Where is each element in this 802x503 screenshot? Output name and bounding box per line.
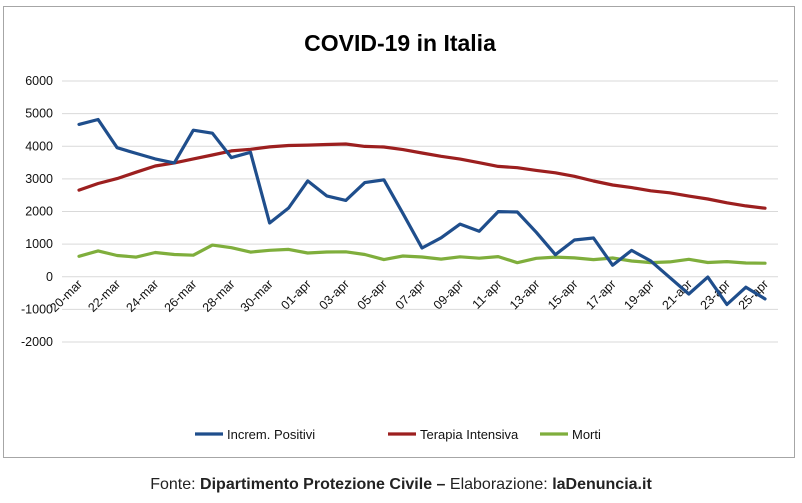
legend-entry: Terapia Intensiva <box>420 427 519 442</box>
y-tick-label: 1000 <box>25 237 53 251</box>
source-note: Fonte: Dipartimento Protezione Civile – … <box>0 476 802 494</box>
y-tick-label: 3000 <box>25 172 53 186</box>
source-org: Dipartimento Protezione Civile <box>200 476 433 493</box>
legend-entry: Morti <box>572 427 601 442</box>
x-tick-label: 13-apr <box>507 277 542 312</box>
x-tick-label: 03-apr <box>316 277 351 312</box>
y-tick-label: -2000 <box>21 335 53 349</box>
x-tick-label: 15-apr <box>545 277 580 312</box>
x-tick-label: 09-apr <box>431 277 466 312</box>
series-lines <box>77 117 767 307</box>
y-tick-label: 4000 <box>25 139 53 153</box>
source-site: laDenuncia.it <box>552 476 652 493</box>
x-tick-label: 07-apr <box>393 277 428 312</box>
x-tick-label: 05-apr <box>355 277 390 312</box>
x-tick-label: 11-apr <box>470 277 505 312</box>
x-tick-label: 17-apr <box>583 277 618 312</box>
y-tick-label: -1000 <box>21 302 53 316</box>
y-tick-label: 6000 <box>25 74 53 88</box>
source-label: Elaborazione: <box>449 476 553 493</box>
y-tick-label: 5000 <box>25 107 53 121</box>
source-prefix: Fonte: <box>150 476 201 493</box>
x-tick-label: 25-apr <box>736 277 771 312</box>
chart-title: COVID-19 in Italia <box>304 30 496 56</box>
y-axis-ticks: 6000 5000 4000 3000 2000 1000 0 -1000 -2000 <box>21 74 53 349</box>
y-tick-label: 0 <box>46 270 53 284</box>
x-tick-label: 01-apr <box>278 277 313 312</box>
x-tick-label: 19-apr <box>621 277 656 312</box>
series-line-increm-positivi <box>77 117 767 307</box>
source-dash: – <box>432 476 450 493</box>
y-tick-label: 2000 <box>25 205 53 219</box>
series-line-terapia-intensiva <box>77 142 767 210</box>
legend-entry: Increm. Positivi <box>227 427 315 442</box>
legend: Increm. Positivi Terapia Intensiva Morti <box>195 427 601 442</box>
